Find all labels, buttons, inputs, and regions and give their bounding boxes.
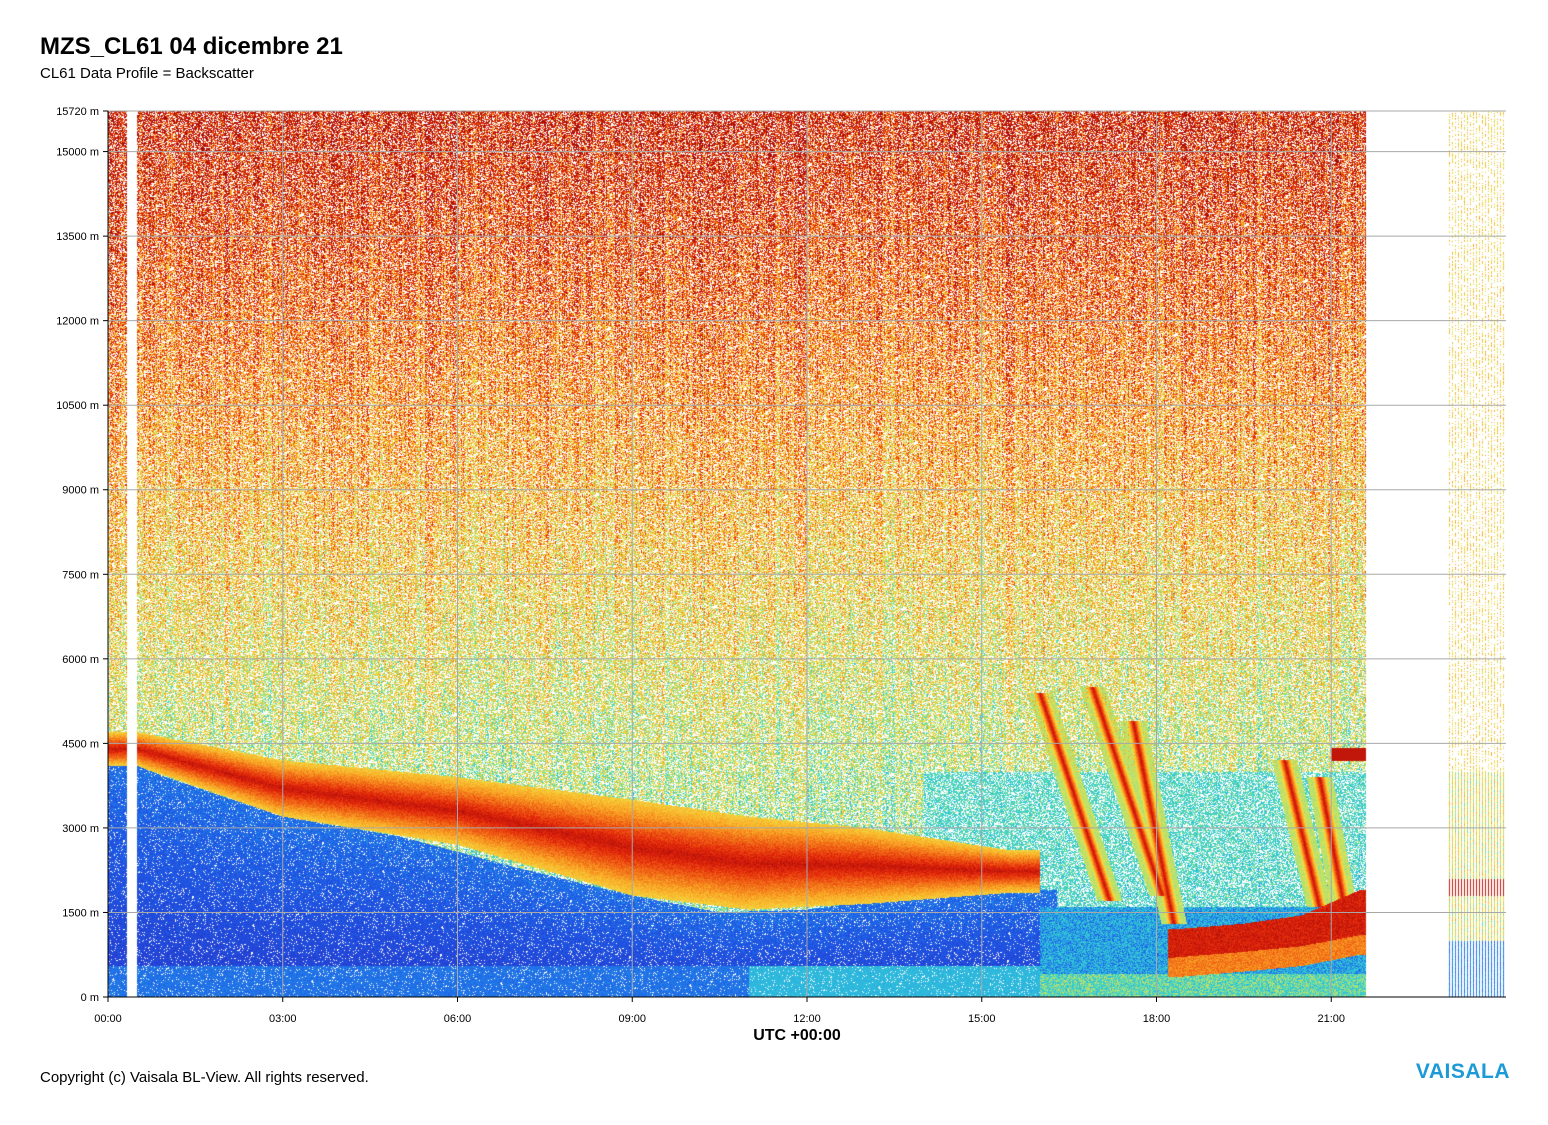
x-tick-label: 00:00 — [94, 1013, 122, 1025]
x-tick-label: 18:00 — [1143, 1013, 1171, 1025]
chart-subtitle: CL61 Data Profile = Backscatter — [40, 65, 254, 82]
x-axis-label: UTC +00:00 — [753, 1027, 841, 1044]
chart-grid — [107, 110, 1506, 998]
x-tick-label: 21:00 — [1317, 1013, 1345, 1025]
y-tick-label: 0 m — [81, 992, 99, 1004]
x-tick-label: 03:00 — [269, 1013, 297, 1025]
y-tick-label: 6000 m — [62, 654, 99, 666]
copyright-notice: Copyright (c) Vaisala BL-View. All right… — [40, 1069, 369, 1086]
y-tick-label: 15000 m — [56, 147, 99, 159]
x-tick-label: 12:00 — [793, 1013, 821, 1025]
y-tick-label: 15720 m — [56, 106, 99, 118]
vaisala-logo: VAISALA — [1415, 1060, 1510, 1083]
y-tick-label: 4500 m — [62, 738, 99, 750]
y-tick-label: 9000 m — [62, 485, 99, 497]
chart-title: MZS_CL61 04 dicembre 21 — [40, 33, 343, 60]
y-tick-label: 3000 m — [62, 823, 99, 835]
x-tick-label: 09:00 — [618, 1013, 646, 1025]
chart-axes: 0 m 1500 m 3000 m 4500 m 6000 m 7500 m 9000 m 1… — [56, 106, 1506, 1025]
y-tick-label: 7500 m — [62, 569, 99, 581]
y-tick-label: 13500 m — [56, 231, 99, 243]
y-tick-label: 10500 m — [56, 400, 99, 412]
y-tick-label: 12000 m — [56, 316, 99, 328]
x-tick-label: 15:00 — [968, 1013, 996, 1025]
x-tick-label: 06:00 — [444, 1013, 472, 1025]
y-tick-label: 1500 m — [62, 907, 99, 919]
